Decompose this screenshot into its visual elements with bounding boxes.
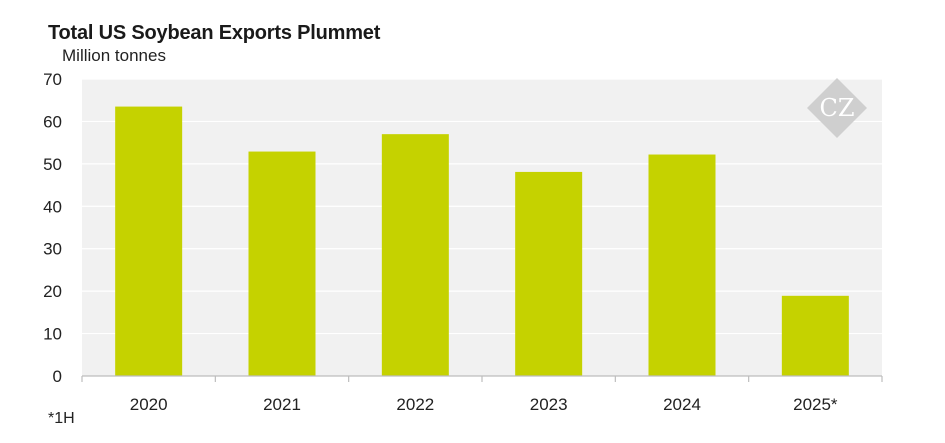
bar-2021 <box>248 151 316 376</box>
gridlines <box>82 78 882 335</box>
y-tick-label: 60 <box>43 112 62 131</box>
bar-2022 <box>381 134 449 376</box>
y-tick-label: 30 <box>43 240 62 259</box>
footnote: *1H <box>48 410 75 427</box>
cz-logo-watermark: CZ <box>807 78 867 138</box>
x-tick-label: 2020 <box>130 395 168 414</box>
x-axis <box>81 375 883 382</box>
y-tick-label: 40 <box>43 197 62 216</box>
logo-text: CZ <box>819 94 854 122</box>
x-tick-label: 2023 <box>530 395 568 414</box>
y-tick-label: 70 <box>43 70 62 89</box>
x-axis-ticks: 2020 2021 2022 2023 2024 2025* <box>130 395 838 414</box>
plot-background <box>82 79 882 376</box>
chart-title: Total US Soybean Exports Plummet <box>48 22 381 44</box>
y-tick-label: 10 <box>43 325 62 344</box>
x-tick-label: 2022 <box>396 395 434 414</box>
bars <box>115 106 849 376</box>
bar-2024 <box>648 154 716 376</box>
x-tick-label: 2025* <box>793 395 838 414</box>
y-tick-label: 0 <box>53 367 62 386</box>
y-axis-ticks: 0 10 20 30 40 50 60 70 <box>43 70 62 386</box>
bar-2023 <box>515 171 583 376</box>
y-axis-unit-label: Million tonnes <box>62 46 166 65</box>
y-tick-label: 20 <box>43 282 62 301</box>
bar-2025-star <box>781 295 849 376</box>
y-tick-label: 50 <box>43 155 62 174</box>
x-tick-label: 2021 <box>263 395 301 414</box>
bar-2020 <box>115 106 183 376</box>
x-tick-label: 2024 <box>663 395 701 414</box>
